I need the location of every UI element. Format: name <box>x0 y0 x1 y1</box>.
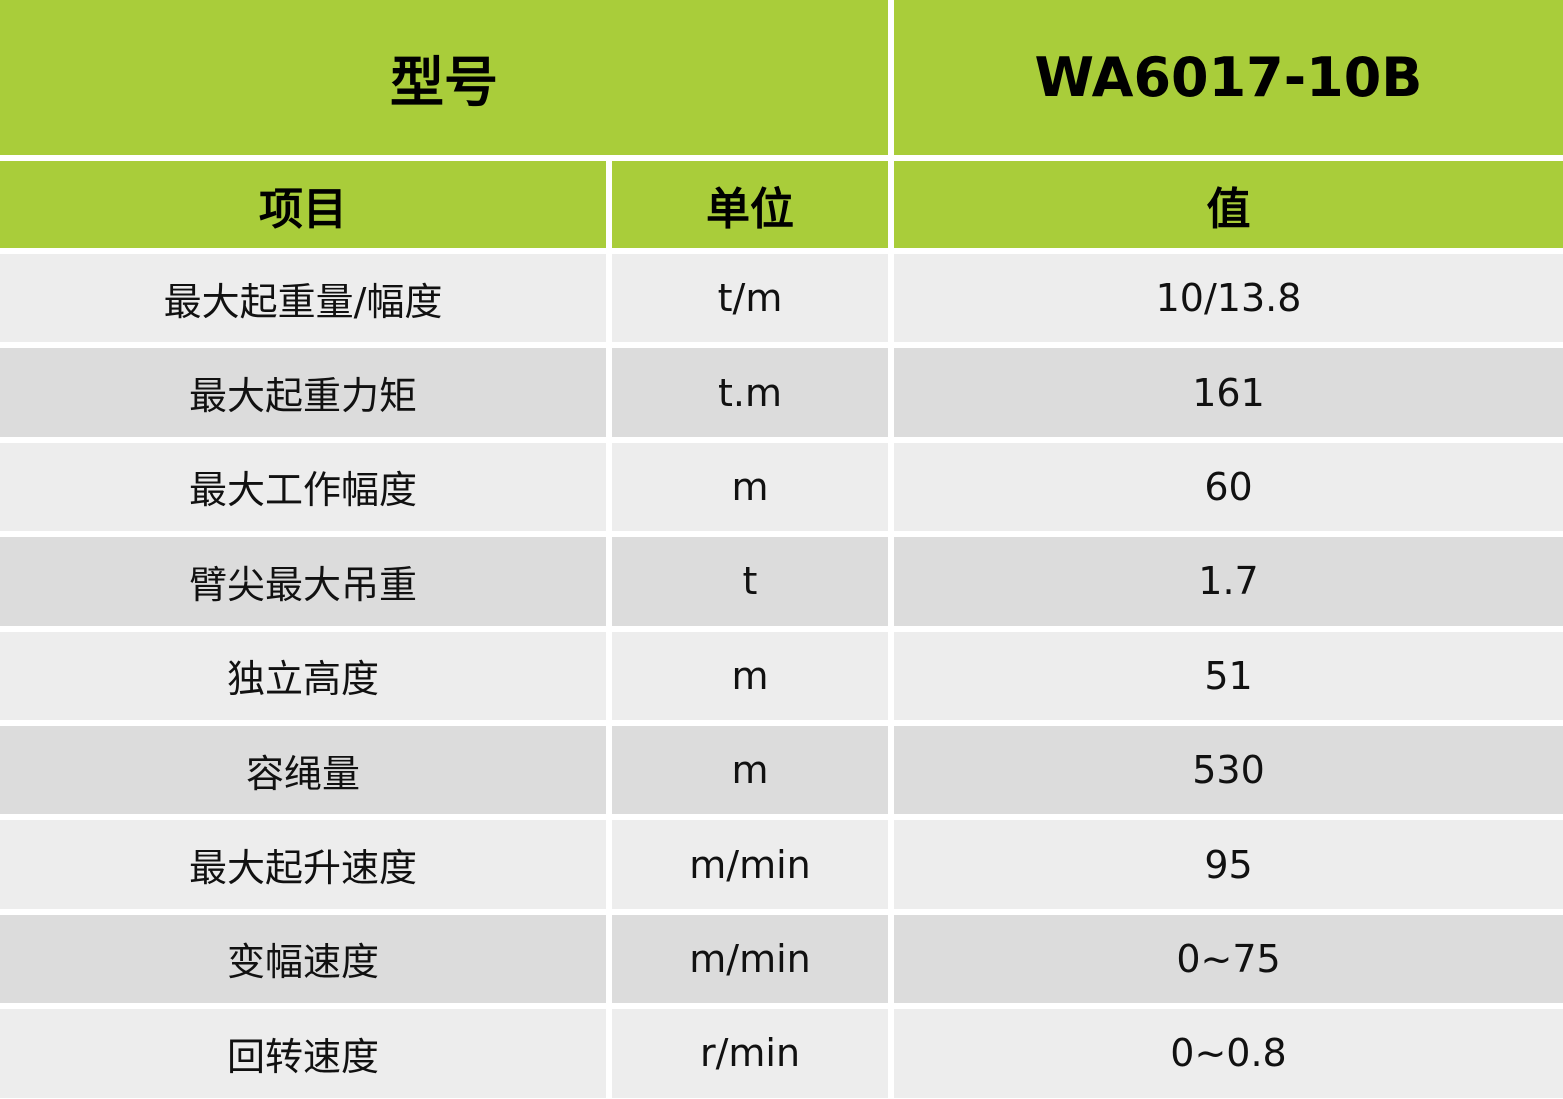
table-cell-unit: m/min <box>612 820 888 909</box>
column-header-value: 值 <box>894 161 1563 248</box>
table-cell-item: 回转速度 <box>0 1009 606 1098</box>
table-cell-value: 60 <box>894 442 1563 532</box>
table-cell-unit: t/m <box>612 254 888 343</box>
table-cell-item: 最大起升速度 <box>0 820 606 909</box>
table-cell-value: 530 <box>894 725 1563 815</box>
table-cell-unit: r/min <box>612 1009 888 1098</box>
table-cell-value: 1.7 <box>894 537 1563 626</box>
table-cell-value: 0~0.8 <box>894 1009 1563 1098</box>
table-cell-item: 最大起重力矩 <box>0 348 606 437</box>
column-header-unit: 单位 <box>612 161 888 248</box>
table-cell-value: 95 <box>894 820 1563 909</box>
column-header-item: 项目 <box>0 161 606 248</box>
table-cell-value: 0~75 <box>894 914 1563 1004</box>
table-cell-item: 独立高度 <box>0 631 606 720</box>
table-cell-item: 最大起重量/幅度 <box>0 254 606 343</box>
model-label: 型号 <box>0 0 888 155</box>
table-cell-item: 容绳量 <box>0 725 606 815</box>
table-cell-unit: m <box>612 442 888 532</box>
table-cell-unit: m <box>612 725 888 815</box>
table-cell-value: 10/13.8 <box>894 254 1563 343</box>
table-cell-unit: t <box>612 537 888 626</box>
table-cell-item: 变幅速度 <box>0 914 606 1004</box>
table-cell-value: 161 <box>894 348 1563 437</box>
table-cell-item: 臂尖最大吊重 <box>0 537 606 626</box>
table-cell-value: 51 <box>894 631 1563 720</box>
table-cell-unit: m <box>612 631 888 720</box>
model-value: WA6017-10B <box>894 0 1563 155</box>
table-cell-unit: t.m <box>612 348 888 437</box>
table-cell-unit: m/min <box>612 914 888 1004</box>
table-cell-item: 最大工作幅度 <box>0 442 606 532</box>
